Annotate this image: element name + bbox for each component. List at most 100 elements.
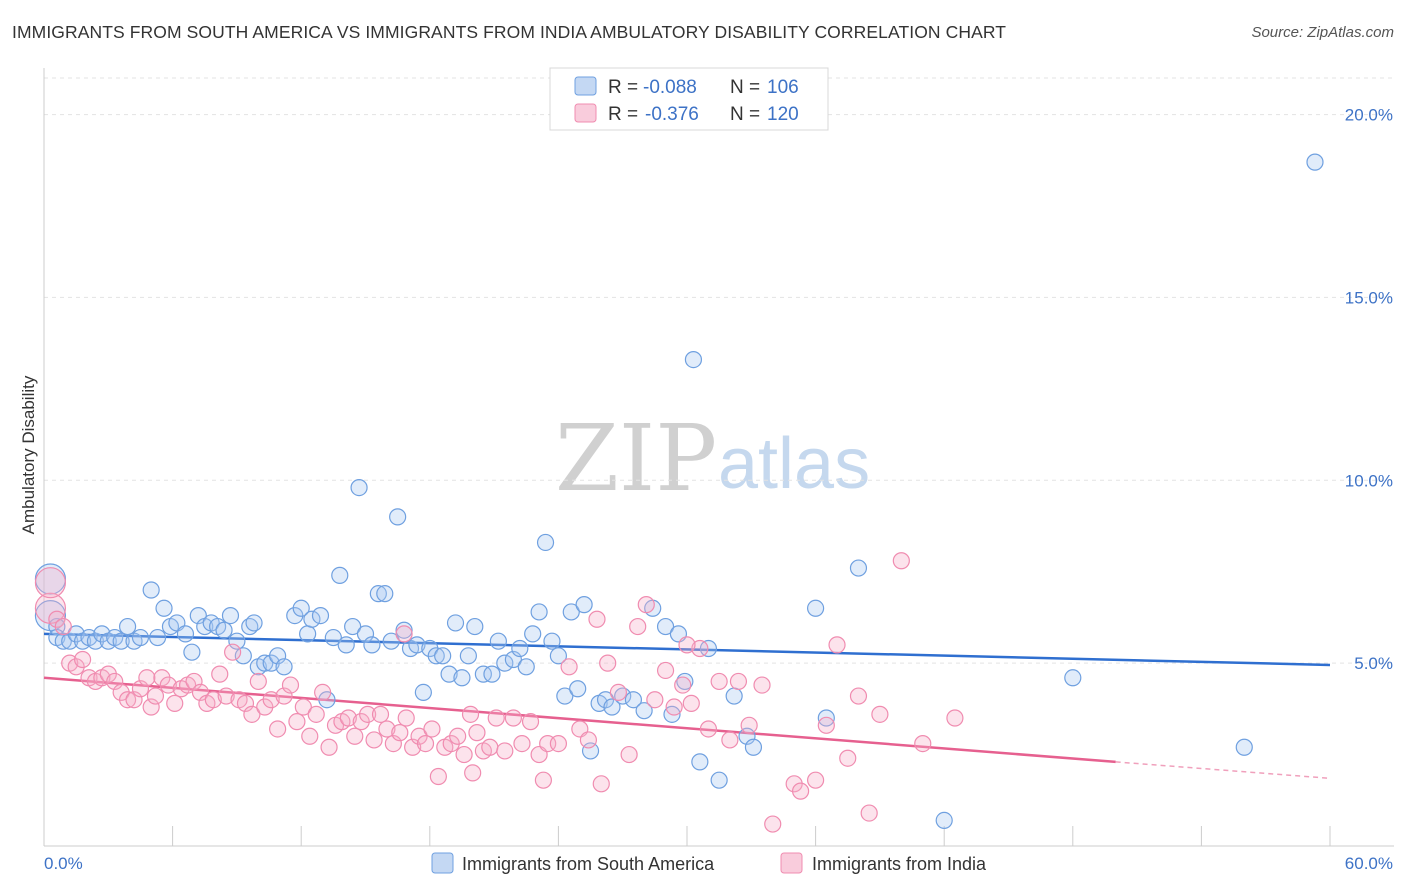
y-tick-label-1: 10.0% [1345,471,1393,490]
point-india-20 [159,676,177,694]
point-south-america-48 [344,617,362,636]
series-label-south-america: Immigrants from South America [462,854,715,874]
point-india-89 [656,661,675,680]
point-south-america-69 [483,665,501,683]
point-south-america-70 [489,632,507,650]
point-india-32 [236,694,255,712]
point-south-america-14 [118,617,137,636]
point-india-67 [461,705,480,723]
point-south-america-47 [337,636,355,654]
point-india-30 [224,643,242,661]
point-india-38 [275,687,293,705]
point-india-51 [359,705,377,723]
point-india-98 [740,716,758,734]
point-south-america-73 [511,639,529,658]
point-south-america-51 [363,636,381,654]
point-india-70 [481,738,499,756]
point-south-america-92 [656,617,675,636]
point-south-america-99 [710,771,728,789]
point-south-america-96 [684,351,703,369]
point-india-36 [262,691,280,709]
legend-n-value-1: 106 [767,77,799,98]
point-india-113 [464,764,482,782]
point-india-87 [637,596,655,614]
point-india-114 [534,771,552,789]
point-india-42 [301,727,319,745]
point-india-116 [678,636,696,654]
point-south-america-82 [569,680,587,698]
legend-r-label-1: R = [608,77,638,98]
point-south-america-102 [744,738,763,756]
axes [43,68,1394,847]
point-india-84 [609,683,628,702]
point-south-america-79 [549,647,568,665]
point-india-97 [729,672,748,691]
point-india-21 [166,694,184,712]
point-india-115 [592,775,610,793]
point-south-america-108 [1235,738,1253,756]
point-south-america-33 [245,614,263,632]
point-india-73 [504,709,522,727]
point-south-america-104 [817,709,835,727]
x-tick-labels: 0.0% 60.0% [44,854,1393,873]
point-south-america-84 [581,742,600,760]
point-south-america-97 [691,753,709,771]
point-south-america-74 [517,658,535,676]
point-south-america-66 [459,647,477,665]
point-india-75 [521,713,540,731]
y-tick-label-0: 5.0% [1354,654,1393,673]
point-india-40 [288,713,306,731]
point-india-81 [579,731,598,749]
y-tick-label-3: 20.0% [1345,106,1393,125]
point-india-61 [423,720,441,738]
point-south-america-107 [1064,669,1082,687]
series-label-india: Immigrants from India [812,854,987,874]
point-south-america-50 [356,625,375,643]
point-south-america-87 [603,698,621,716]
trend-line-india [43,676,1116,764]
point-south-america-49 [350,479,368,497]
point-south-america-46 [331,566,349,584]
trend-line-india-extension [1115,761,1331,780]
point-south-america-106 [935,811,953,830]
point-india-60 [416,734,435,753]
point-south-america-24 [189,606,207,625]
point-india-83 [599,654,617,672]
point-india-13 [118,691,137,709]
point-south-america-109 [1306,153,1324,171]
point-south-america-52 [369,585,387,603]
trend-line-south-america [43,632,1331,667]
point-india-14 [125,691,143,709]
point-india-53 [371,705,390,723]
point-india-105 [839,749,857,767]
point-south-america-101 [738,727,756,745]
point-india-103 [817,716,835,734]
point-india-66 [455,745,473,764]
legend-swatch-south-america [574,76,597,96]
x-tick-label-0: 0.0% [44,854,83,873]
point-south-america-28 [215,621,233,639]
point-india-62 [429,767,447,786]
point-india-65 [449,727,467,745]
legend: R = -0.088 N = 106 R = -0.376 N = 120 [549,67,829,131]
point-india-93 [691,639,709,658]
point-south-america-81 [562,603,580,621]
point-south-america-71 [496,654,514,672]
watermark: ZIP atlas [555,405,870,512]
y-axis-label: Ambulatory Disability [19,375,38,534]
point-south-america-23 [183,643,201,661]
legend-r-label-2: R = [608,104,638,125]
point-south-america-29 [221,606,240,625]
point-india-49 [346,727,364,745]
legend-n-label-1: N = [730,77,760,98]
point-india-44 [314,683,332,702]
point-south-america-65 [453,669,471,687]
gridlines [44,77,1394,664]
point-india-104 [828,636,846,654]
legend-n-label-2: N = [730,104,760,125]
point-south-america-62 [434,647,452,665]
point-india-91 [674,676,692,694]
point-south-america-16 [131,628,150,647]
point-india-96 [721,731,739,749]
